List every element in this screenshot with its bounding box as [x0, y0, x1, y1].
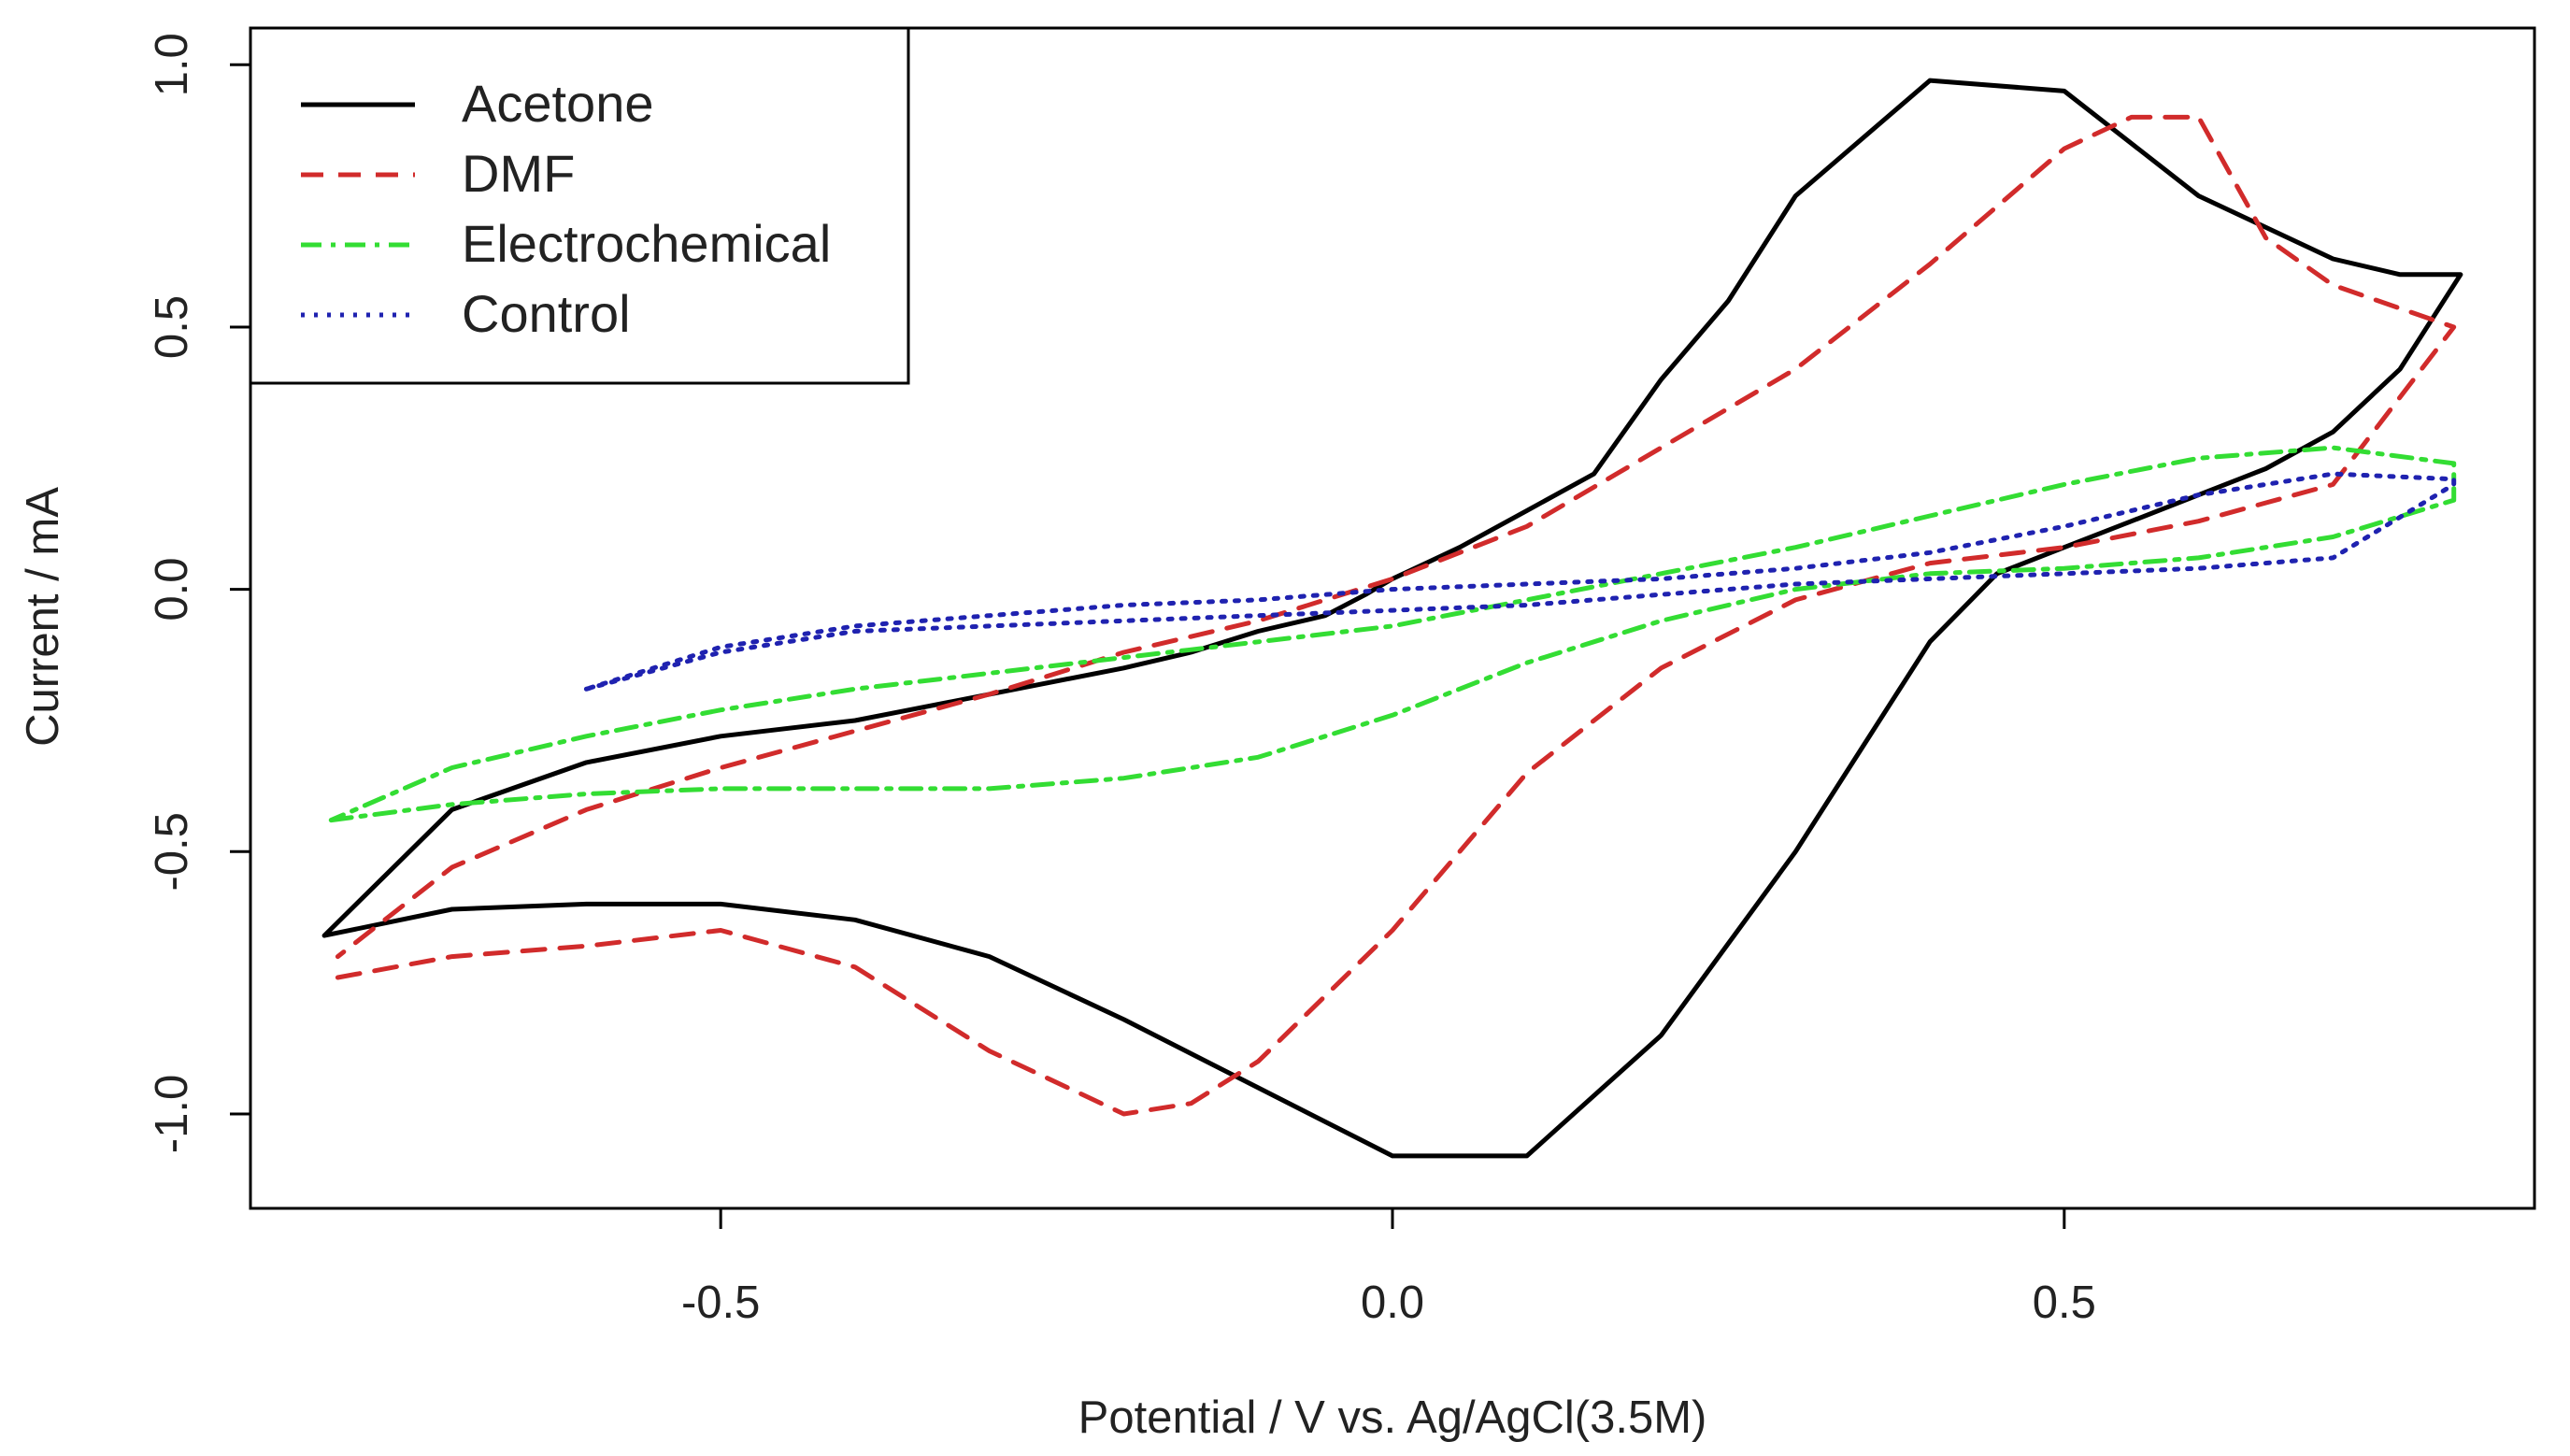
x-tick-label: 0.5 [2033, 1278, 2096, 1328]
y-tick-label: 1.0 [147, 33, 197, 96]
x-axis-title: Potential / V vs. Ag/AgCl(3.5M) [1078, 1392, 1707, 1443]
legend-box [249, 26, 910, 385]
y-tick-label: 0.5 [147, 295, 197, 359]
series-line-control [583, 471, 2457, 692]
x-axis: -0.5 0.0 0.5 [681, 1208, 2096, 1328]
legend-label-dmf: DMF [462, 144, 575, 203]
series-line-dmf [335, 114, 2457, 1117]
legend-entry-electrochemical: Electrochemical [301, 214, 831, 273]
legend-label-acetone: Acetone [462, 74, 654, 133]
legend: Acetone DMF Electrochemical Control [249, 26, 910, 385]
y-axis: -1.0 -0.5 0.0 0.5 1.0 [147, 33, 250, 1153]
legend-entry-dmf: DMF [301, 144, 575, 203]
y-tick-label: -0.5 [147, 812, 197, 891]
y-tick-label: 0.0 [147, 558, 197, 621]
legend-label-control: Control [462, 284, 631, 343]
legend-entry-control: Control [301, 284, 631, 343]
series-line-electrochemical [328, 445, 2457, 823]
x-tick-label: -0.5 [681, 1278, 760, 1328]
x-tick-label: 0.0 [1361, 1278, 1424, 1328]
legend-entry-acetone: Acetone [301, 74, 654, 133]
y-axis-title: Current / mA [18, 487, 68, 747]
y-tick-label: -1.0 [147, 1075, 197, 1153]
series-layer [321, 78, 2463, 1159]
legend-label-electrochemical: Electrochemical [462, 214, 831, 273]
